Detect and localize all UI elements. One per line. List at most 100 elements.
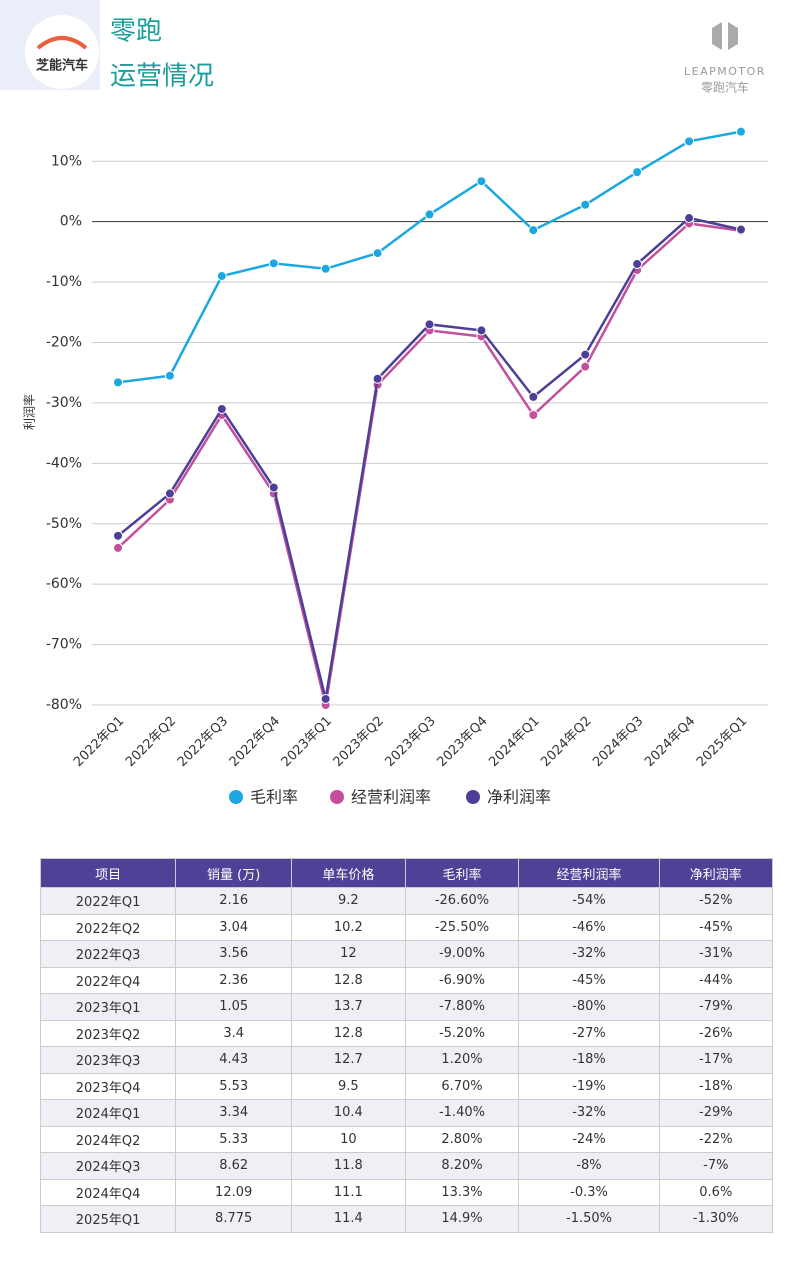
table-cell: 2025年Q1 <box>39 1205 177 1233</box>
x-tick-label: 2025年Q1 <box>694 714 750 770</box>
table-cell: -32% <box>518 1099 660 1127</box>
point <box>528 225 539 236</box>
x-tick-label: 2024年Q3 <box>590 714 646 770</box>
table-cell: -26.60% <box>404 887 520 915</box>
table-cell: 4.43 <box>175 1046 293 1074</box>
point <box>632 258 643 269</box>
table-cell: -26% <box>658 1019 774 1047</box>
point <box>424 209 435 220</box>
y-tick-label: -20% <box>46 335 82 351</box>
table-cell: 2022年Q3 <box>39 940 177 968</box>
point <box>632 167 643 178</box>
point <box>268 482 279 493</box>
point <box>164 488 175 499</box>
table-cell: 11.8 <box>291 1152 406 1180</box>
table-cell: 8.775 <box>175 1205 293 1233</box>
y-tick-label: 0% <box>60 214 82 230</box>
table-cell: 10.2 <box>291 913 406 941</box>
table-cell: 12.09 <box>175 1178 293 1206</box>
table-cell: 14.9% <box>404 1205 520 1233</box>
point <box>113 377 123 388</box>
x-tick-label: 2023年Q1 <box>279 714 335 770</box>
table-cell: 2.16 <box>175 887 293 915</box>
table-cell: -27% <box>518 1019 660 1047</box>
point <box>476 176 487 187</box>
legend-label: 净利润率 <box>487 788 551 807</box>
logo-circle <box>25 15 99 89</box>
header-cell: 毛利率 <box>404 858 520 888</box>
header-cell: 项目 <box>39 858 177 888</box>
legend-marker <box>466 790 480 804</box>
legend-marker <box>330 790 344 804</box>
table-cell: 1.05 <box>175 993 293 1021</box>
x-tick-label: 2022年Q4 <box>227 714 283 770</box>
table-cell: 5.33 <box>175 1125 293 1153</box>
table-cell: 2024年Q4 <box>39 1178 177 1206</box>
point <box>684 136 695 147</box>
point <box>684 213 695 224</box>
table-cell: 3.34 <box>175 1099 293 1127</box>
table-cell: 13.3% <box>404 1178 520 1206</box>
table-cell: 3.56 <box>175 940 293 968</box>
point <box>736 224 746 235</box>
table-cell: 13.7 <box>291 993 406 1021</box>
table-row: 2022年Q2 3.04 10.2 -25.50% -46% -45% <box>39 913 774 941</box>
title: 零跑 <box>110 17 162 47</box>
table-row: 2024年Q2 5.33 10 2.80% -24% -22% <box>39 1125 774 1153</box>
table-cell: 2022年Q4 <box>39 966 177 994</box>
table-cell: 6.70% <box>404 1072 520 1100</box>
table-cell: 2023年Q4 <box>39 1072 177 1100</box>
table-cell: -52% <box>658 887 774 915</box>
point <box>320 693 331 704</box>
x-tick-label: 2024年Q4 <box>642 714 698 770</box>
table-cell: -5.20% <box>404 1019 520 1047</box>
table-row: 2023年Q3 4.43 12.7 1.20% -18% -17% <box>39 1046 774 1074</box>
point <box>320 263 331 274</box>
company-logo <box>712 22 738 50</box>
table-cell: -6.90% <box>404 966 520 994</box>
point <box>424 319 435 330</box>
company: LEAPMOTOR <box>684 65 766 78</box>
table-cell: -1.30% <box>658 1205 774 1233</box>
table-cell: -17% <box>658 1046 774 1074</box>
point <box>580 349 591 360</box>
table-cell: -18% <box>518 1046 660 1074</box>
table-cell: 12 <box>291 940 406 968</box>
data-table: 项目 销量 (万) 单车价格 毛利率 经营利润率 净利润率 2022年Q1 2.16 9.2 -2… <box>39 858 774 1233</box>
table-cell: 10.4 <box>291 1099 406 1127</box>
table-cell: 2022年Q2 <box>39 913 177 941</box>
line <box>117 216 742 700</box>
table-cell: 2022年Q1 <box>39 887 177 915</box>
table-cell: -19% <box>518 1072 660 1100</box>
table-row: 2024年Q3 8.62 11.8 8.20% -8% -7% <box>39 1152 774 1180</box>
x-tick-label: 2023年Q4 <box>434 714 490 770</box>
table-cell: -7% <box>658 1152 774 1180</box>
table-cell: -45% <box>518 966 660 994</box>
point <box>476 325 487 336</box>
point <box>528 391 539 402</box>
point <box>580 199 591 210</box>
table-cell: -8% <box>518 1152 660 1180</box>
table-cell: -54% <box>518 887 660 915</box>
table-cell: -1.50% <box>518 1205 660 1233</box>
table-cell: -32% <box>518 940 660 968</box>
header-cell: 净利润率 <box>658 858 774 888</box>
table-row: 2022年Q4 2.36 12.8 -6.90% -45% -44% <box>39 966 774 994</box>
title: 运营情况 <box>110 62 214 92</box>
table-cell: -22% <box>658 1125 774 1153</box>
point <box>216 403 227 414</box>
y-tick-label: -10% <box>46 274 82 290</box>
table-cell: 2.36 <box>175 966 293 994</box>
table-row: 2023年Q4 5.53 9.5 6.70% -19% -18% <box>39 1072 774 1100</box>
legend-marker <box>229 790 243 804</box>
point <box>164 370 175 381</box>
table-cell: -9.00% <box>404 940 520 968</box>
y-tick-label: -80% <box>46 697 82 713</box>
table-cell: 10 <box>291 1125 406 1153</box>
table-cell: 9.5 <box>291 1072 406 1100</box>
table-cell: -1.40% <box>404 1099 520 1127</box>
table-cell: 1.20% <box>404 1046 520 1074</box>
table-cell: 2024年Q3 <box>39 1152 177 1180</box>
y-tick-label: -70% <box>46 637 82 653</box>
